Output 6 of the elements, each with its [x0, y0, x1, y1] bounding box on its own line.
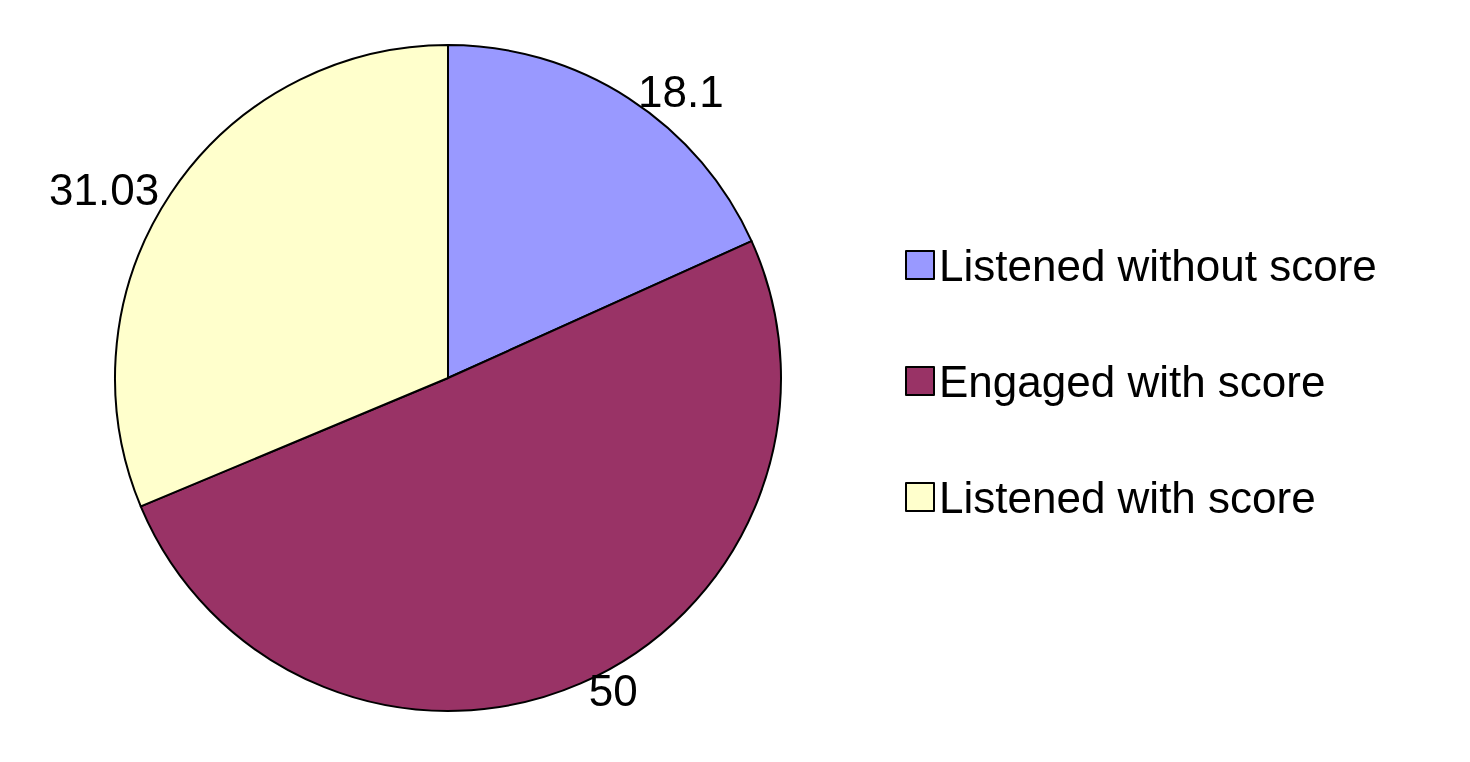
legend-label: Listened with score: [939, 472, 1316, 522]
data-label: 50: [588, 666, 638, 716]
legend-label: Listened without score: [939, 240, 1377, 290]
data-label: 31.03: [49, 164, 160, 214]
data-label: 18.1: [638, 67, 724, 117]
legend-label: Engaged with score: [939, 356, 1326, 406]
